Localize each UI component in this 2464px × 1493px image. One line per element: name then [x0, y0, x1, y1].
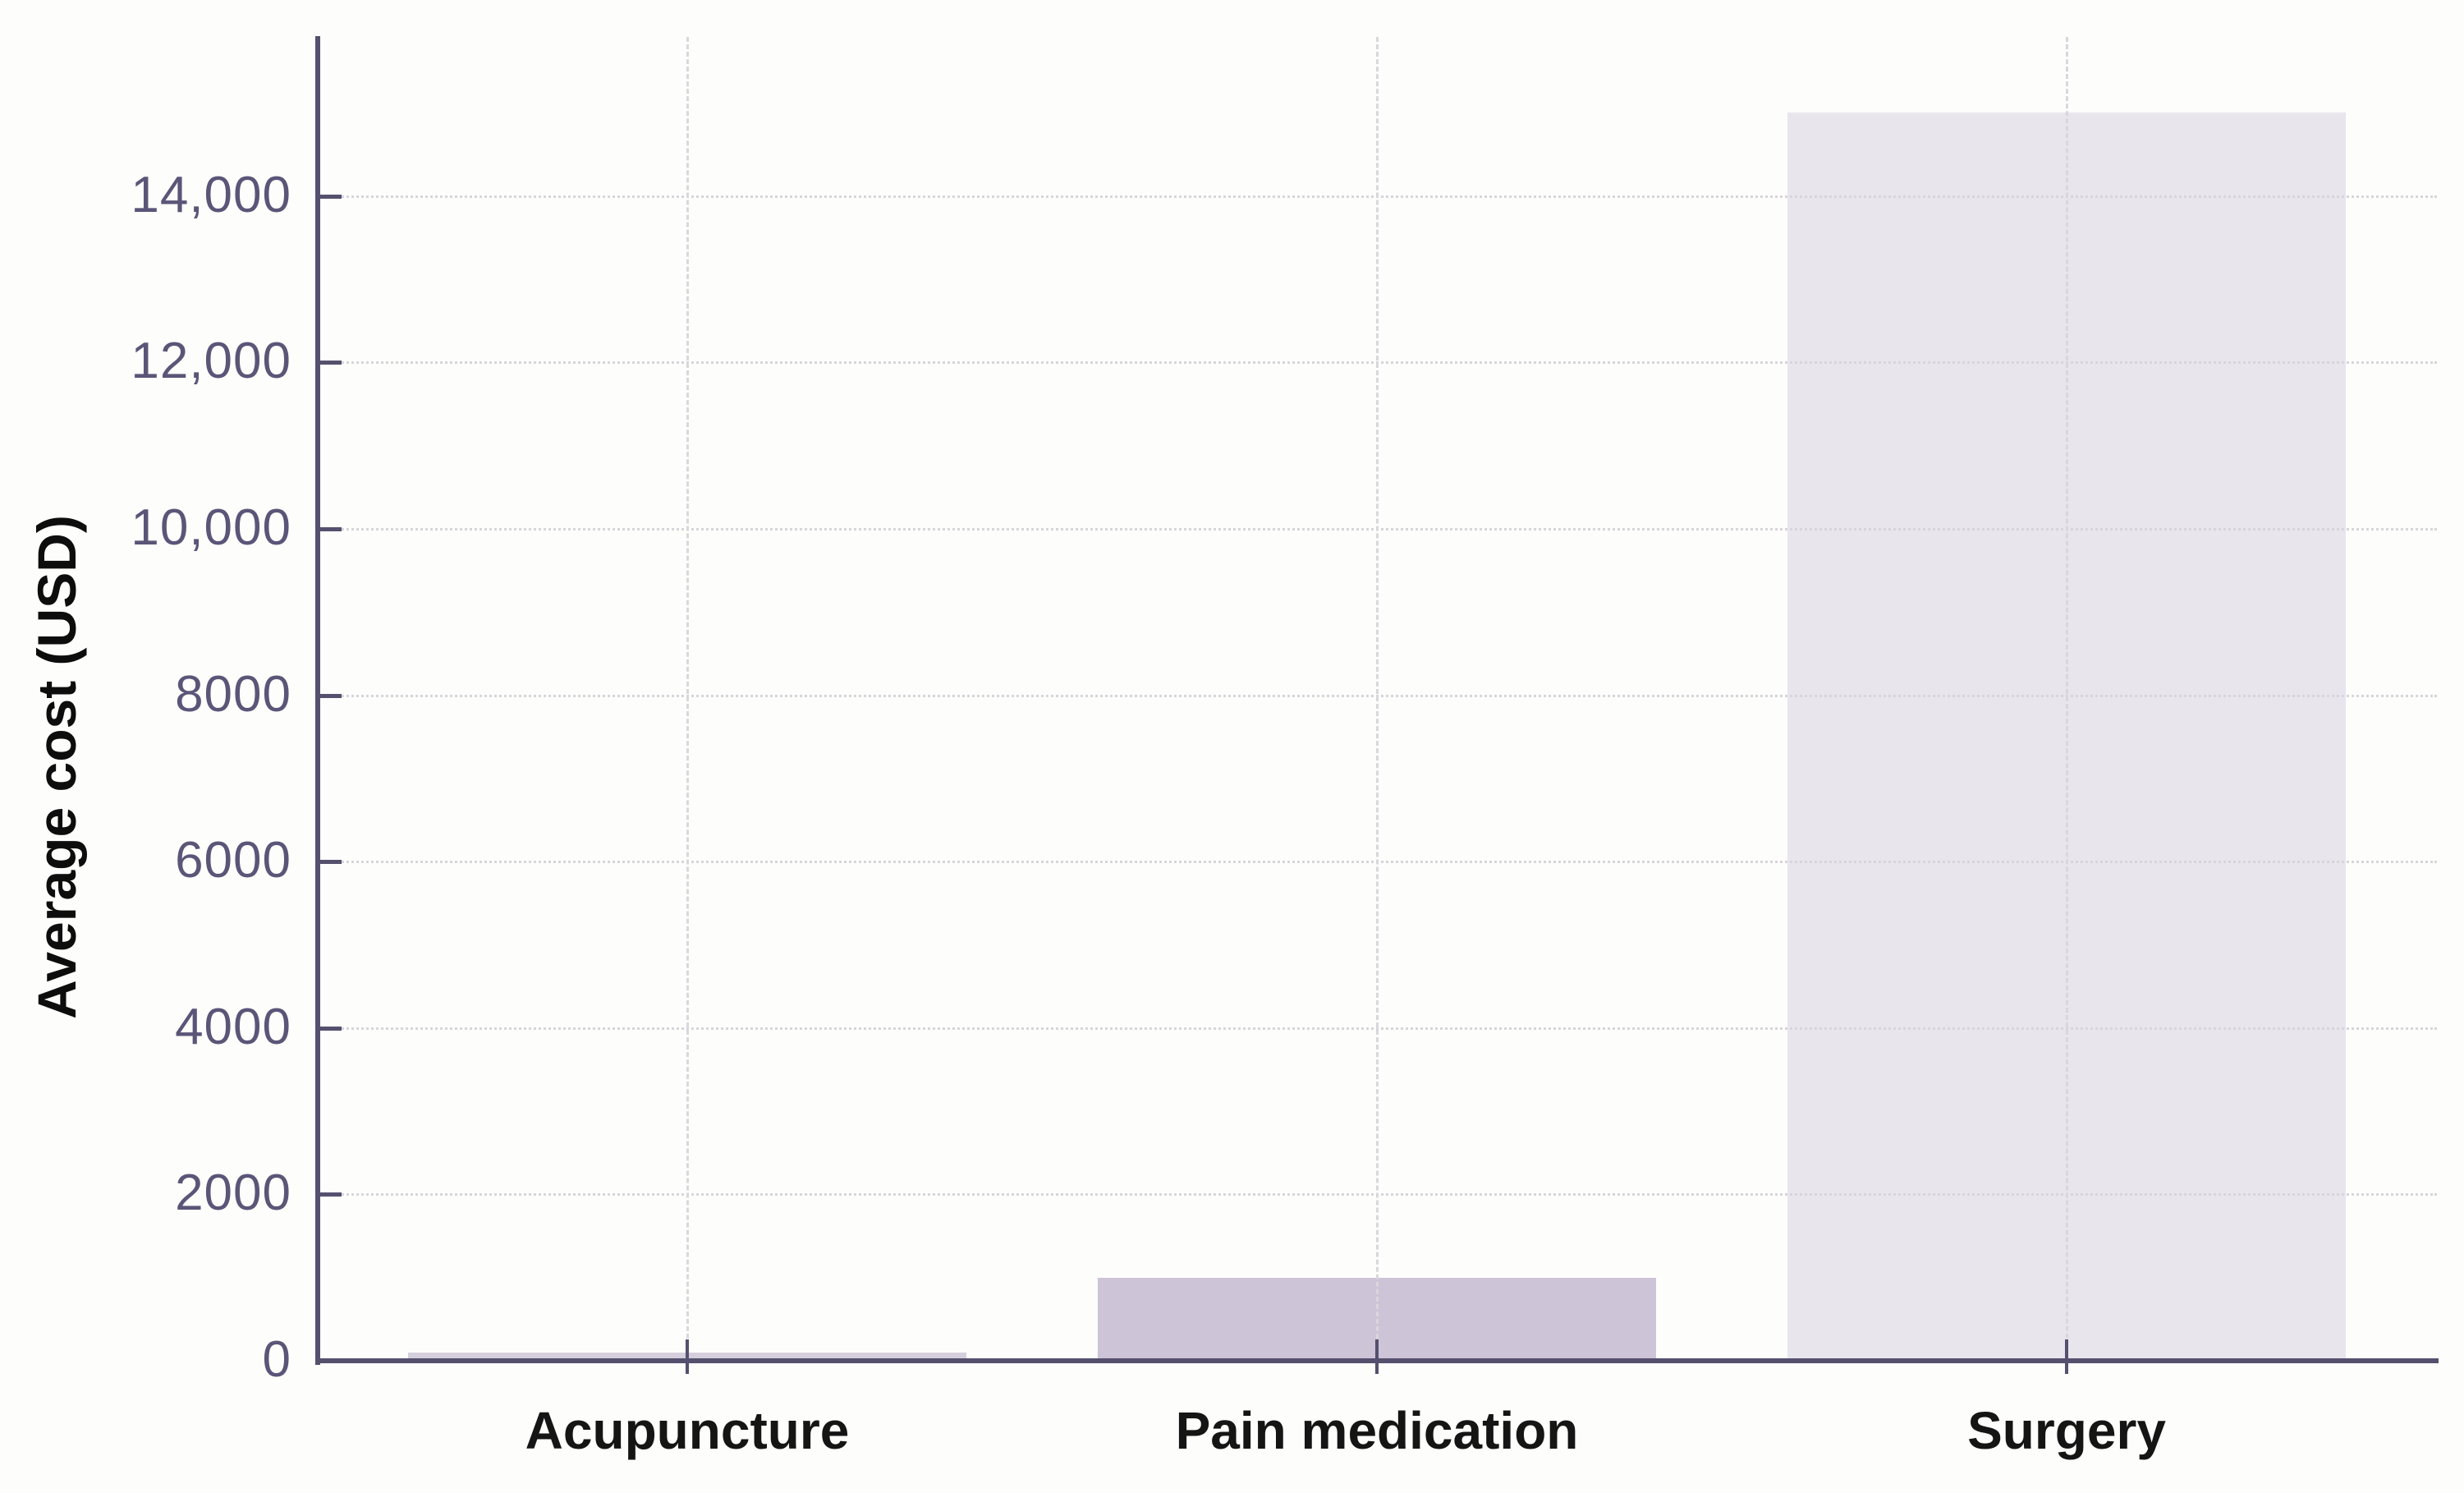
x-tick-mark — [686, 1339, 689, 1374]
y-tick-label: 4000 — [175, 999, 291, 1056]
y-tick-mark — [320, 361, 342, 365]
x-tick-mark — [2065, 1339, 2068, 1374]
y-tick-label: 6000 — [175, 832, 291, 889]
y-tick-label: 12,000 — [131, 333, 291, 390]
y-axis-title: Average cost (USD) — [26, 515, 87, 1019]
v-gridline — [2066, 37, 2068, 1361]
y-tick-mark — [320, 527, 342, 531]
x-category-label: Surgery — [1967, 1401, 2166, 1460]
x-category-label: Acupuncture — [525, 1401, 850, 1460]
x-tick-mark — [1375, 1339, 1379, 1374]
y-tick-label: 8000 — [175, 666, 291, 724]
y-tick-mark — [320, 1027, 342, 1031]
y-tick-mark — [320, 860, 342, 864]
y-tick-mark — [320, 195, 342, 199]
v-gridline — [686, 37, 689, 1361]
y-axis-line — [315, 36, 320, 1365]
y-tick-label: 14,000 — [131, 167, 291, 224]
v-gridline — [1376, 37, 1379, 1361]
y-tick-mark — [320, 694, 342, 698]
y-tick-label: 0 — [262, 1331, 291, 1389]
y-tick-label: 10,000 — [131, 499, 291, 557]
y-tick-label: 2000 — [175, 1165, 291, 1222]
x-category-label: Pain medication — [1175, 1401, 1579, 1460]
y-tick-mark — [320, 1192, 342, 1197]
y-tick-mark — [320, 1359, 342, 1363]
